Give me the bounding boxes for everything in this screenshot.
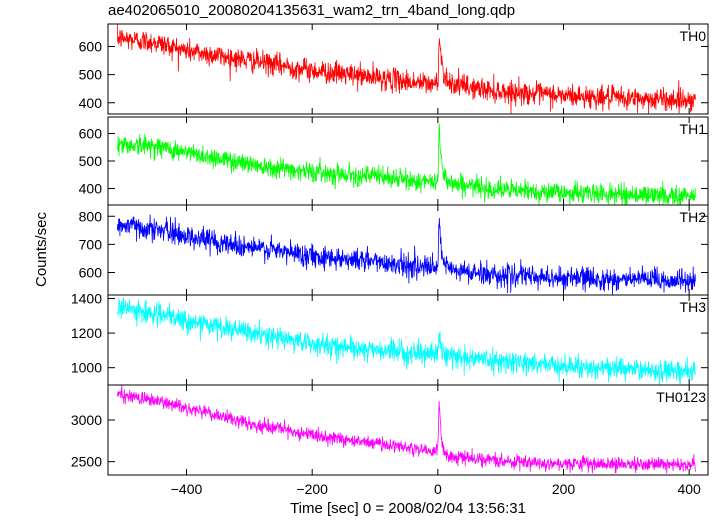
x-tick-label: 400 — [677, 481, 701, 497]
panel-th1: 400 500 600 TH1 — [79, 116, 709, 206]
y-tick-label: 1000 — [71, 360, 102, 376]
y-tick-label: 3000 — [71, 412, 102, 428]
panel-th0123: 2500 3000 TH0123 — [71, 384, 709, 476]
series-line-th2 — [117, 214, 696, 295]
series-line-th0123 — [117, 385, 696, 474]
y-tick-label: 600 — [79, 126, 103, 142]
x-tick-label: 0 — [434, 481, 442, 497]
y-tick-label: 600 — [79, 265, 103, 281]
x-axis-label: Time [sec] 0 = 2008/02/04 13:56:31 — [290, 500, 526, 516]
panel-frame — [107, 294, 709, 386]
panel-th2: 600 700 800 TH2 — [79, 204, 709, 296]
x-tick-label: 200 — [552, 481, 576, 497]
series-line-th3 — [117, 297, 696, 385]
x-tick-label: −200 — [296, 481, 328, 497]
series-label-th2: TH2 — [680, 209, 707, 225]
series-line-th0 — [117, 24, 696, 114]
y-tick-label: 400 — [79, 95, 103, 111]
y-tick-label: 1200 — [71, 325, 102, 341]
y-tick-label: 1400 — [71, 290, 102, 306]
x-tick-label: −400 — [171, 481, 203, 497]
series-label-th3: TH3 — [680, 299, 707, 315]
series-label-th0123: TH0123 — [656, 389, 706, 405]
series-label-th1: TH1 — [680, 121, 707, 137]
y-tick-label: 500 — [79, 153, 103, 169]
chart-title: ae402065010_20080204135631_wam2_trn_4ban… — [108, 2, 516, 19]
y-tick-label: 600 — [79, 39, 103, 55]
series-line-th1 — [117, 123, 696, 205]
y-tick-label: 2500 — [71, 454, 102, 470]
y-axis-label: Counts/sec — [33, 211, 50, 287]
y-tick-label: 500 — [79, 67, 103, 83]
panel-frame — [107, 384, 709, 476]
y-tick-label: 700 — [79, 236, 103, 252]
y-tick-label: 400 — [79, 181, 103, 197]
panel-th3: 1000 1200 1400 TH3 — [71, 290, 709, 386]
panel-th0: 400 500 600 TH0 — [79, 23, 709, 115]
panel-frame — [107, 23, 709, 115]
y-tick-label: 800 — [79, 208, 103, 224]
series-label-th0: TH0 — [680, 28, 707, 44]
